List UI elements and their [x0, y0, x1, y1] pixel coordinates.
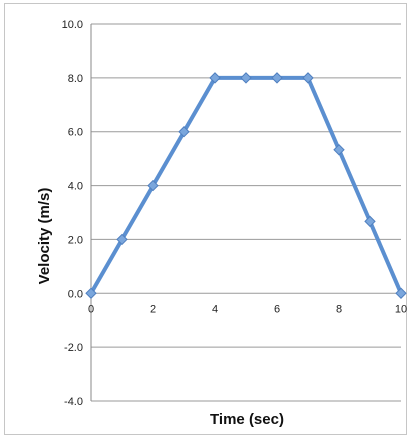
y-tick-label: 4.0: [68, 181, 83, 193]
data-point-marker: [209, 72, 221, 84]
y-tick-label: 2.0: [68, 234, 83, 246]
x-tick-labels: 0 2 4 6 8 10: [88, 303, 407, 315]
y-tick-label: 6.0: [68, 127, 83, 139]
chart-frame: -4.0 -2.0 0.0 2.0 4.0 6.0 8.0 10.0 0 2 4 6 8 10 Time…: [4, 3, 407, 435]
y-tick-label: 10.0: [62, 19, 83, 31]
series-group: [85, 72, 407, 299]
x-tick-label: 8: [336, 303, 342, 315]
y-tick-label: 0.0: [68, 288, 83, 300]
x-axis-label: Time (sec): [210, 411, 284, 428]
data-point-marker: [85, 287, 97, 299]
gridlines: [91, 23, 401, 402]
data-point-marker: [147, 179, 159, 192]
x-tick-label: 0: [88, 303, 94, 315]
data-point-marker: [364, 215, 376, 228]
velocity-time-chart: -4.0 -2.0 0.0 2.0 4.0 6.0 8.0 10.0 0 2 4 6 8 10 Time…: [36, 19, 407, 428]
y-tick-label: -2.0: [64, 342, 83, 354]
y-tick-label: -4.0: [64, 396, 83, 408]
data-point-marker: [333, 144, 345, 156]
data-point-marker: [302, 72, 314, 84]
x-tick-label: 10: [395, 303, 407, 315]
data-point-marker: [271, 72, 283, 84]
y-tick-label: 8.0: [68, 73, 83, 85]
x-tick-label: 6: [274, 303, 280, 315]
x-tick-label: 4: [212, 303, 218, 315]
y-tick-labels: -4.0 -2.0 0.0 2.0 4.0 6.0 8.0 10.0: [62, 19, 83, 408]
data-point-marker: [178, 126, 190, 138]
y-axis-label: Velocity (m/s): [36, 188, 53, 285]
data-point-marker: [395, 287, 407, 299]
x-tick-label: 2: [150, 303, 156, 315]
data-point-marker: [116, 233, 128, 246]
data-point-marker: [240, 72, 252, 84]
